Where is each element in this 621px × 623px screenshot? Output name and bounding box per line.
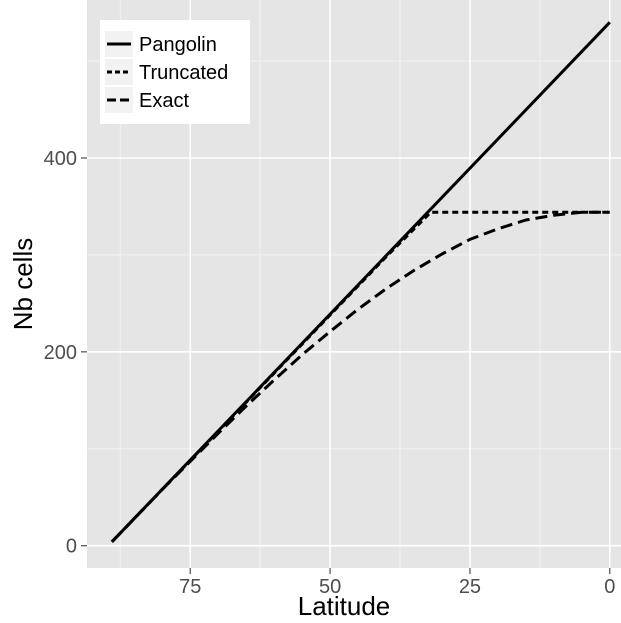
x-axis-title: Latitude (298, 591, 391, 621)
x-tick-label: 50 (319, 576, 341, 598)
y-tick-label: 0 (66, 536, 77, 558)
x-tick-label: 0 (604, 576, 615, 598)
series-layer (110, 21, 611, 543)
series-line-truncated (110, 210, 610, 543)
legend: Pangolin Truncated Exact (100, 20, 250, 124)
y-axis: 0 200 400 (44, 148, 87, 558)
y-axis-title: Nb cells (8, 238, 38, 330)
legend-label: Truncated (139, 62, 228, 84)
y-tick-label: 200 (44, 342, 77, 364)
legend-label: Pangolin (139, 34, 217, 56)
series-line-exact (110, 210, 610, 543)
x-tick-label: 75 (179, 576, 201, 598)
legend-label: Exact (139, 90, 189, 112)
y-tick-label: 400 (44, 148, 77, 170)
x-axis: 75 50 25 0 (179, 568, 615, 598)
x-tick-label: 25 (459, 576, 481, 598)
